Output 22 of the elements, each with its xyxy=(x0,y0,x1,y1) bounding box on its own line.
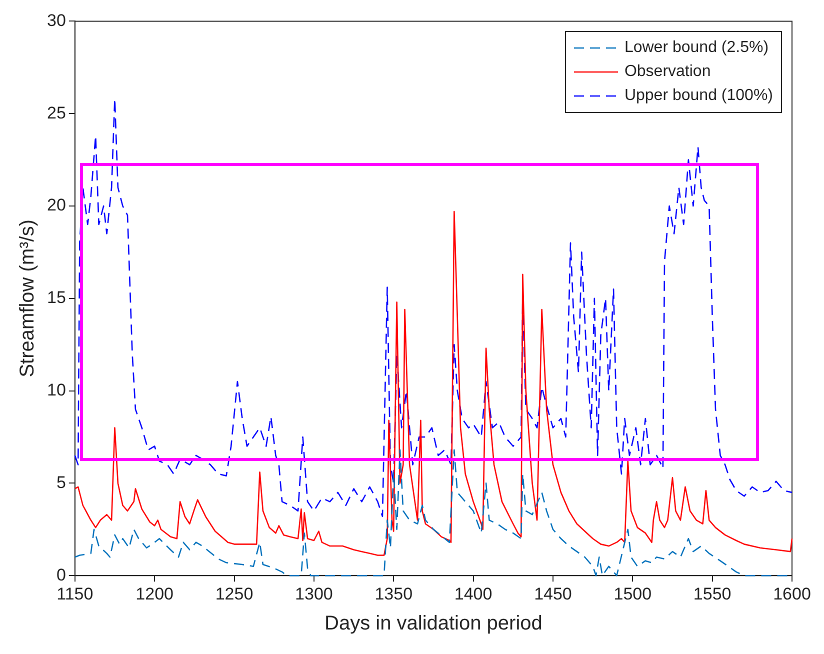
x-tick-label: 1550 xyxy=(693,584,732,604)
x-tick-label: 1200 xyxy=(136,584,174,604)
y-tick-label: 10 xyxy=(46,380,66,400)
x-tick-label: 1400 xyxy=(454,584,492,604)
y-tick-label: 15 xyxy=(46,288,66,308)
y-tick-label: 20 xyxy=(46,196,66,215)
y-tick-label: 5 xyxy=(56,472,66,492)
x-tick-label: 1450 xyxy=(534,584,572,604)
x-tick-label: 1150 xyxy=(56,584,94,604)
legend-label: Lower bound (2.5%) xyxy=(624,39,769,58)
x-tick-label: 1250 xyxy=(215,584,254,604)
y-tick-label: 30 xyxy=(46,10,66,30)
x-tick-label: 1600 xyxy=(773,584,811,604)
y-tick-label: 25 xyxy=(46,103,66,122)
x-tick-label: 1500 xyxy=(614,584,652,604)
legend-label: Upper bound (100%) xyxy=(624,87,773,106)
x-axis-title: Days in validation period xyxy=(324,612,542,635)
x-tick-label: 1350 xyxy=(374,584,413,604)
legend-label: Observation xyxy=(624,63,711,82)
y-axis-title: Streamflow (m³/s) xyxy=(16,220,39,378)
x-tick-label: 1300 xyxy=(295,584,333,604)
y-tick-label: 0 xyxy=(56,565,66,584)
